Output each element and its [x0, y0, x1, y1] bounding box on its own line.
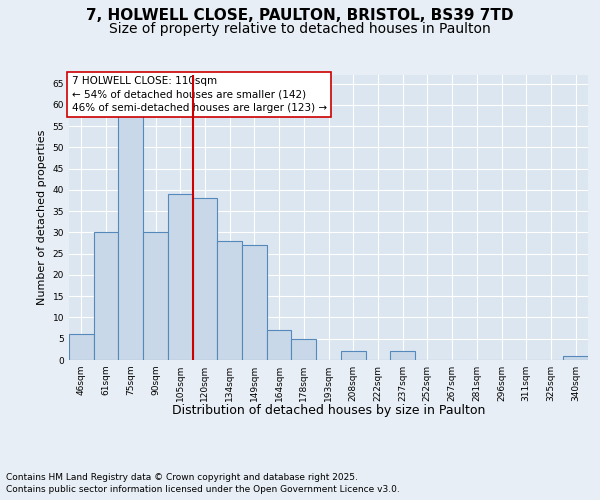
Bar [69, 334, 94, 360]
Text: Contains public sector information licensed under the Open Government Licence v3: Contains public sector information licen… [6, 485, 400, 494]
Bar [563, 356, 588, 360]
Bar [193, 198, 217, 360]
Bar [94, 232, 118, 360]
Text: 7 HOLWELL CLOSE: 110sqm
← 54% of detached houses are smaller (142)
46% of semi-d: 7 HOLWELL CLOSE: 110sqm ← 54% of detache… [71, 76, 327, 113]
X-axis label: Distribution of detached houses by size in Paulton: Distribution of detached houses by size … [172, 404, 485, 417]
Text: Contains HM Land Registry data © Crown copyright and database right 2025.: Contains HM Land Registry data © Crown c… [6, 472, 358, 482]
Bar [168, 194, 193, 360]
Text: Size of property relative to detached houses in Paulton: Size of property relative to detached ho… [109, 22, 491, 36]
Bar [118, 92, 143, 360]
Bar [143, 232, 168, 360]
Bar [390, 352, 415, 360]
Bar [341, 352, 365, 360]
Bar [242, 245, 267, 360]
Y-axis label: Number of detached properties: Number of detached properties [37, 130, 47, 305]
Text: 7, HOLWELL CLOSE, PAULTON, BRISTOL, BS39 7TD: 7, HOLWELL CLOSE, PAULTON, BRISTOL, BS39… [86, 8, 514, 22]
Bar [217, 241, 242, 360]
Bar [267, 330, 292, 360]
Bar [292, 338, 316, 360]
